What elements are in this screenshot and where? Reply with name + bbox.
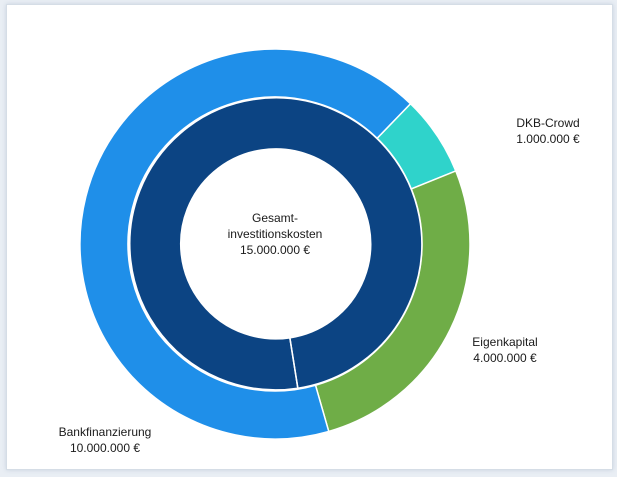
center-label-line2: investitionskosten bbox=[228, 227, 323, 241]
label-eigenkapital-value: 4.000.000 € bbox=[473, 351, 537, 365]
center-label-line1: Gesamt- bbox=[252, 211, 298, 225]
label-eigenkapital: Eigenkapital 4.000.000 € bbox=[472, 335, 537, 365]
outer-ring bbox=[79, 48, 471, 440]
slice-bankfinanzierung[interactable] bbox=[79, 48, 412, 440]
center-label: Gesamt- investitionskosten 15.000.000 € bbox=[228, 211, 323, 257]
label-eigenkapital-name: Eigenkapital bbox=[472, 335, 537, 349]
label-bankfinanzierung: Bankfinanzierung 10.000.000 € bbox=[59, 425, 152, 455]
label-dkb-crowd-value: 1.000.000 € bbox=[516, 132, 580, 146]
label-bankfinanzierung-value: 10.000.000 € bbox=[70, 441, 140, 455]
slice-gesamtinvestitionskosten[interactable] bbox=[130, 98, 422, 390]
center-label-value: 15.000.000 € bbox=[240, 243, 310, 257]
label-dkb-crowd-name: DKB-Crowd bbox=[516, 116, 579, 130]
label-bankfinanzierung-name: Bankfinanzierung bbox=[59, 425, 152, 439]
label-dkb-crowd: DKB-Crowd 1.000.000 € bbox=[516, 116, 580, 146]
inner-ring-separator bbox=[289, 337, 299, 389]
inner-ring bbox=[130, 98, 422, 390]
